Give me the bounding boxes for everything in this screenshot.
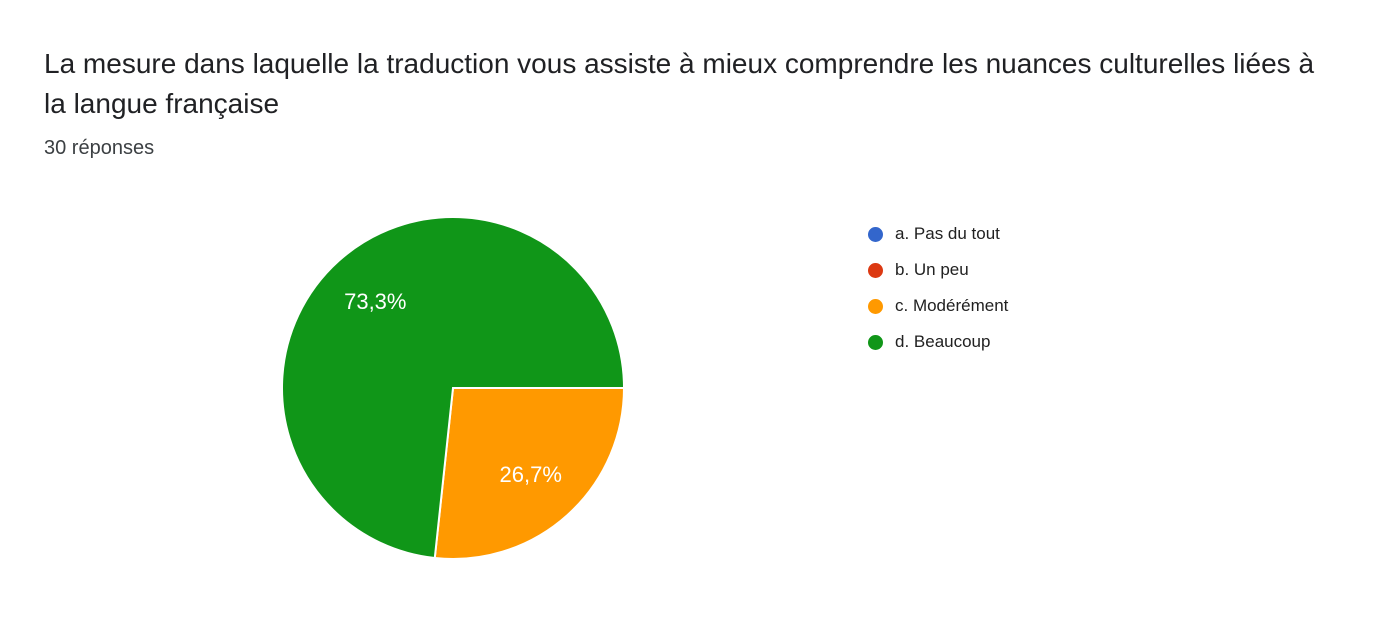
pie-slice[interactable] [433, 387, 626, 560]
legend-item: c. Modérément [868, 288, 1008, 324]
legend-dot-icon [868, 262, 883, 278]
legend-dot-icon [868, 334, 883, 350]
legend-label: c. Modérément [895, 296, 1009, 315]
pie-slice[interactable] [281, 216, 626, 560]
legend-label: b. Un peu [895, 260, 969, 279]
legend-item: a. Pas du tout [868, 216, 1008, 252]
pie-slice-label: 73,3% [344, 289, 406, 314]
legend-label: a. Pas du tout [895, 224, 1000, 243]
question-title: La mesure dans laquelle la traduction vo… [44, 48, 1315, 119]
legend-item: d. Beaucoup [868, 324, 1008, 360]
legend-item: b. Un peu [868, 252, 1008, 288]
pie-slice-label: 26,7% [500, 462, 562, 487]
legend-dot-icon [868, 226, 883, 242]
responses-count: 30 réponses [44, 137, 155, 159]
chart-legend: a. Pas du tout b. Un peu c. Modérément d. B… [868, 216, 1008, 360]
legend-dot-icon [868, 298, 883, 314]
legend-label: d. Beaucoup [895, 332, 991, 351]
